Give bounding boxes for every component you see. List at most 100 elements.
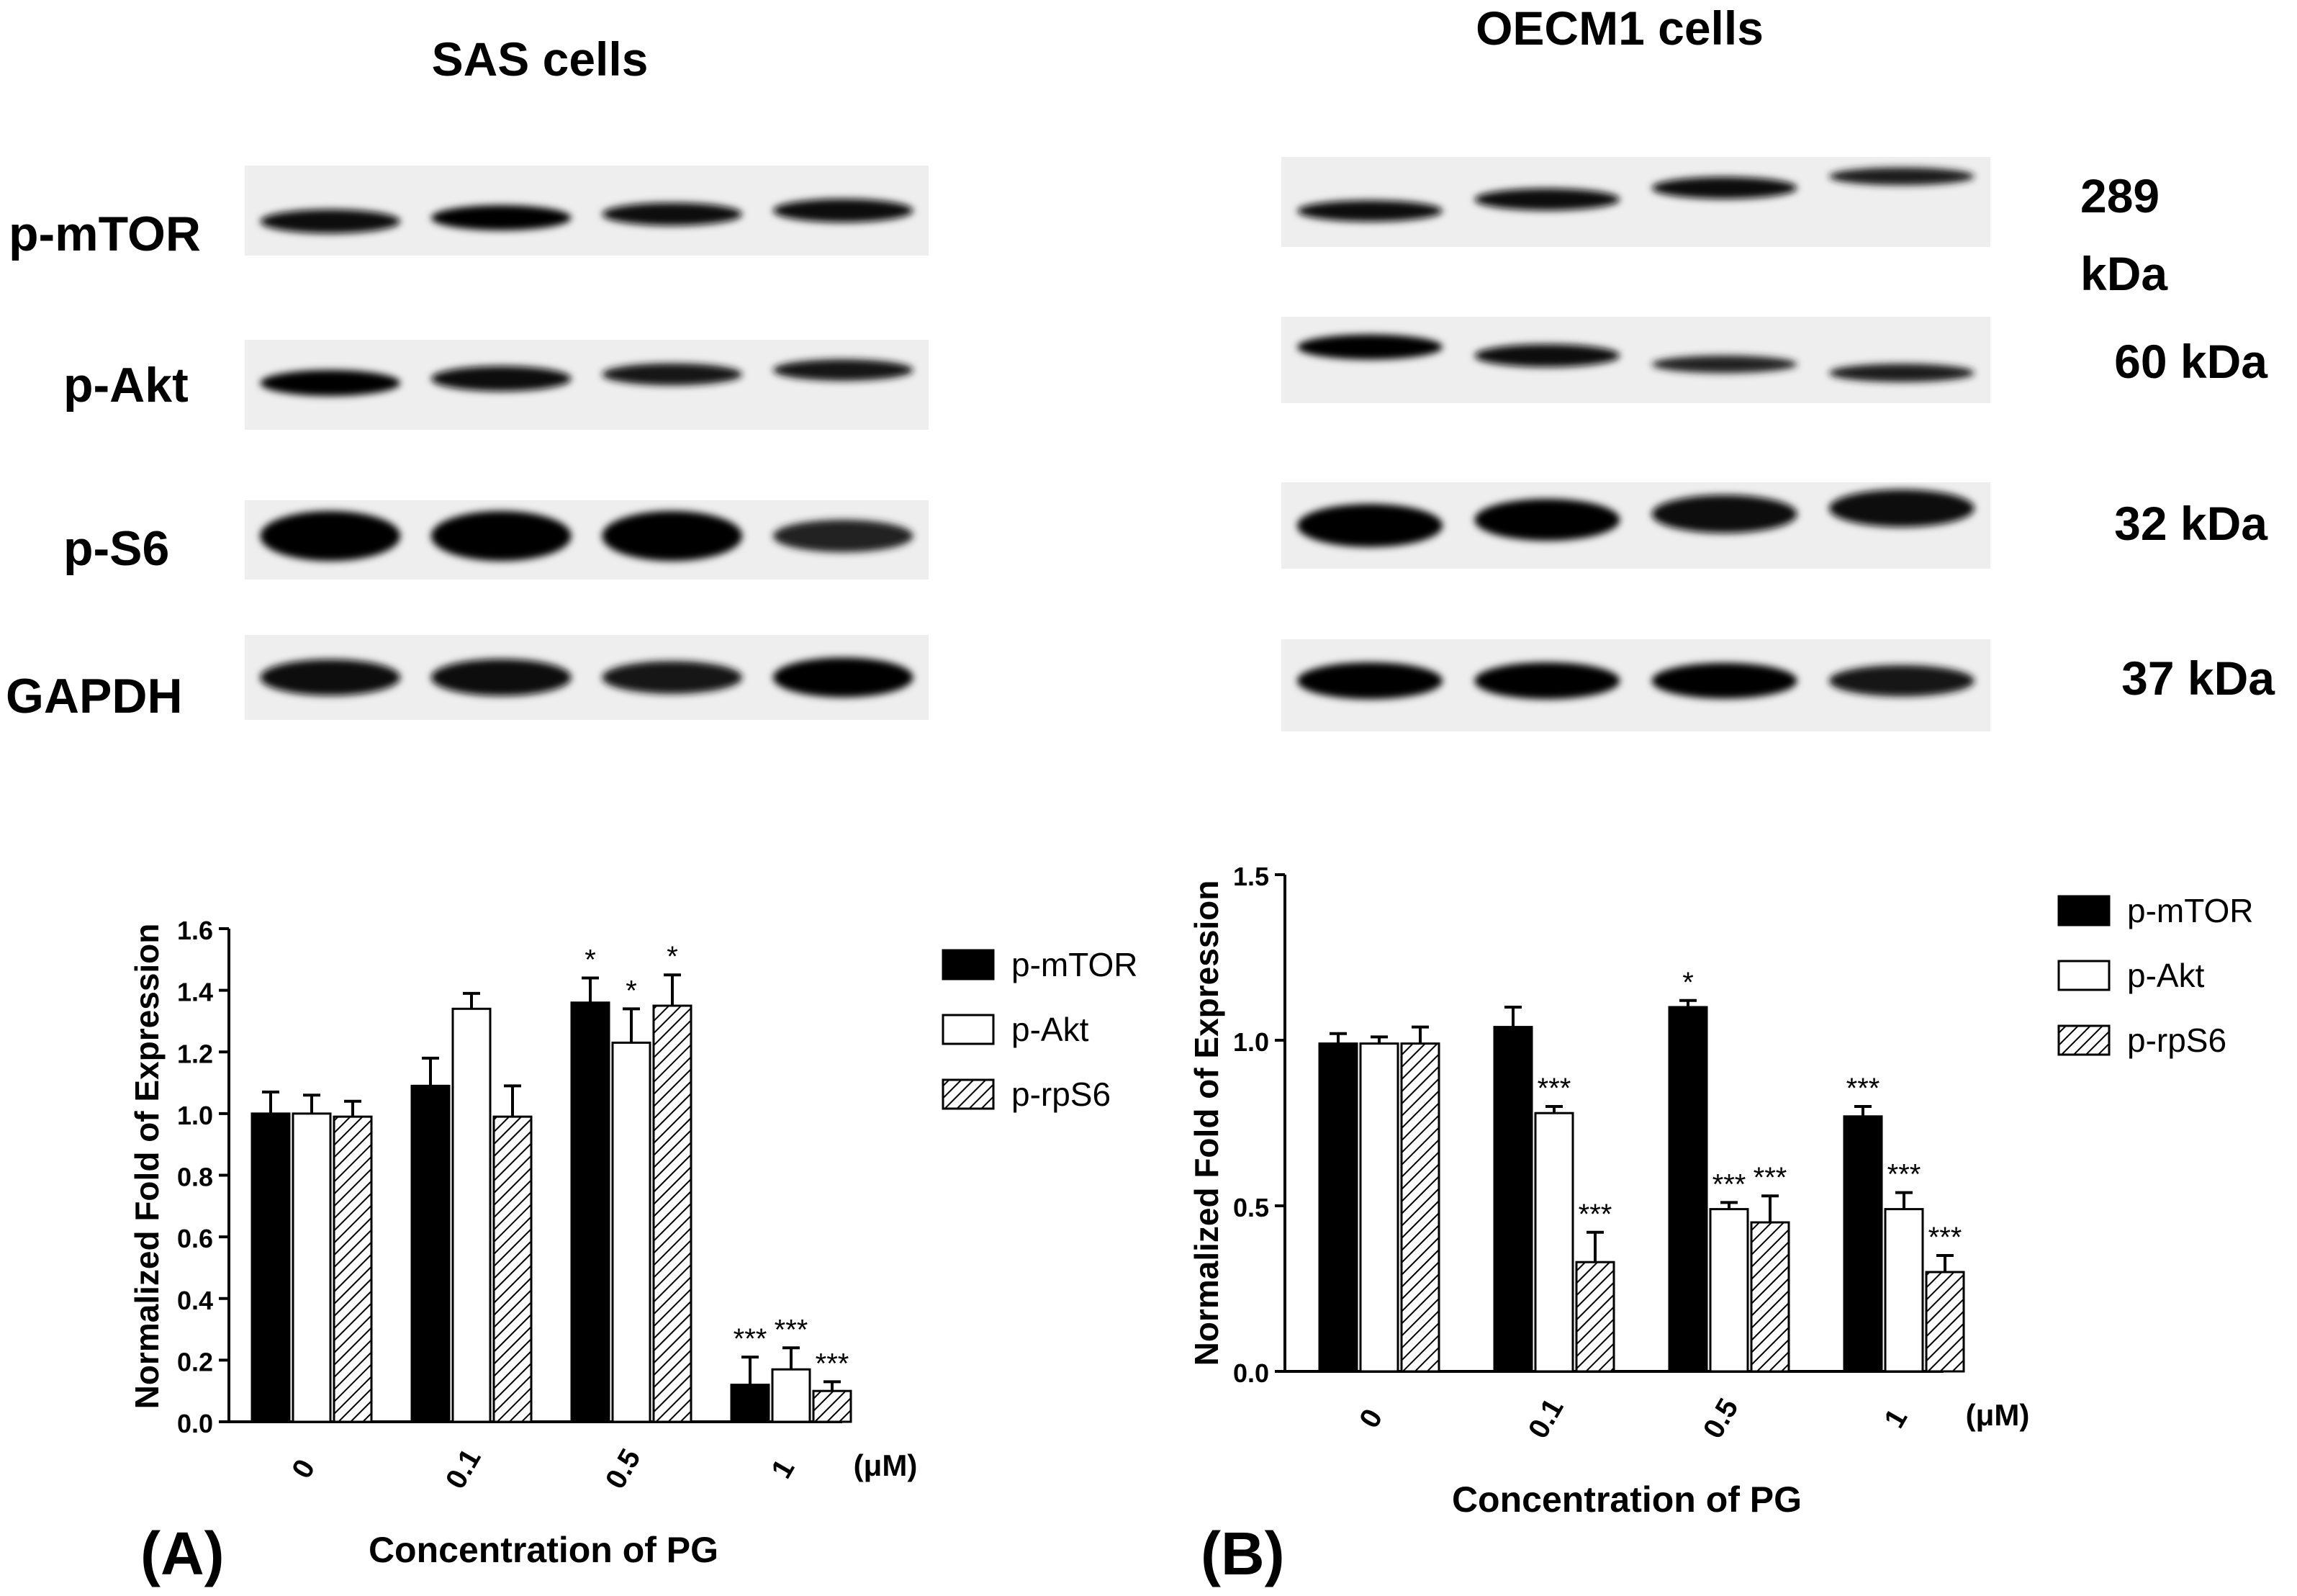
legend-label: p-mTOR [1011, 946, 1138, 983]
x-tick-label: 1 [1878, 1404, 1913, 1433]
bar [730, 1384, 770, 1423]
blot-band [772, 657, 913, 698]
x-tick-label: 0.1 [440, 1443, 487, 1494]
bar [1709, 1208, 1749, 1373]
bar [410, 1084, 451, 1423]
y-tick-label: 1.0 [177, 1101, 213, 1130]
y-tick-label: 0.6 [177, 1224, 213, 1253]
blot-band [1474, 188, 1620, 211]
blot-strip [1281, 317, 1990, 403]
significance-marker: * [667, 941, 678, 973]
blots-sas [245, 166, 929, 720]
blot-band [430, 366, 572, 392]
y-tick-label: 0.4 [177, 1286, 213, 1315]
bar [451, 1007, 492, 1423]
legend-label: p-rpS6 [2127, 1022, 2226, 1059]
x-tick-label: 0 [286, 1454, 321, 1484]
significance-marker: *** [775, 1314, 808, 1345]
significance-marker: *** [1928, 1222, 1962, 1253]
blot-band [1828, 364, 1975, 382]
legend-oecm1: p-mTOR p-Akt p-rpS6 [2057, 892, 2254, 1059]
blot-band [260, 510, 401, 562]
blot-label-p-mtor: p-mTOR [9, 207, 201, 261]
x-tick-label: 0.5 [600, 1443, 647, 1494]
bar [1318, 1042, 1358, 1373]
oecm1-cells-title: OECM1 cells [1476, 1, 1764, 55]
bar [1668, 1006, 1708, 1373]
blot-label-p-akt: p-Akt [63, 358, 189, 412]
blot-label-p-s6: p-S6 [63, 521, 169, 576]
panel-label-b: (B) [1201, 1520, 1285, 1587]
significance-marker: *** [816, 1348, 849, 1379]
bar [1534, 1112, 1574, 1373]
blot-band [1297, 504, 1443, 547]
bar [492, 1115, 533, 1423]
blot-band [260, 209, 401, 234]
y-tick-label: 0.5 [1233, 1193, 1269, 1222]
bar [570, 1001, 610, 1423]
blot-band [260, 369, 401, 397]
legend-label: p-Akt [2127, 957, 2205, 994]
blot-band [430, 659, 572, 696]
blot-band [1297, 200, 1443, 222]
y-tick-label: 0.8 [177, 1163, 213, 1192]
bar [333, 1115, 373, 1423]
x-tick-label: 0 [1353, 1404, 1389, 1433]
significance-marker: * [585, 944, 596, 976]
kda-label-60: 60 kDa [2114, 335, 2268, 388]
bar [1884, 1208, 1924, 1373]
bar [771, 1368, 811, 1423]
kda-labels: 289 kDa 60 kDa 32 kDa 37 kDa [2080, 169, 2275, 705]
blot-band [260, 659, 401, 696]
blot-band [602, 661, 743, 694]
significance-marker: *** [1887, 1159, 1921, 1191]
blot-band [772, 359, 913, 381]
legend-label: p-rpS6 [1011, 1076, 1111, 1113]
kda-label-289-line: 289 [2080, 169, 2160, 222]
chart-oecm1: 0.00.51.01.50******0.1**** ***0.5********… [1233, 862, 2029, 1444]
blot-band [430, 205, 572, 230]
legend-swatch [942, 1078, 995, 1110]
legend-swatch [2057, 1024, 2111, 1056]
chart-sas: 0.00.20.40.60.81.01.21.41.60 0.1***0.5***… [177, 916, 917, 1494]
significance-marker: *** [1712, 1168, 1746, 1200]
x-tick-label: 0.1 [1522, 1393, 1570, 1443]
bar [1843, 1115, 1883, 1373]
kda-label-37: 37 kDa [2121, 652, 2275, 705]
blot-band [1297, 334, 1443, 360]
blot-band [1474, 344, 1620, 367]
legend-label: p-mTOR [2127, 892, 2254, 929]
blot-band [1828, 167, 1975, 186]
significance-marker: *** [1846, 1073, 1880, 1104]
blots-oecm1 [1281, 157, 1990, 731]
bar [652, 1004, 692, 1423]
blot-band [772, 519, 913, 553]
blot-band [430, 510, 572, 562]
legend-swatch [942, 1014, 995, 1045]
blot-band [1474, 662, 1620, 700]
y-tick-label: 1.4 [177, 978, 213, 1007]
significance-marker: *** [1754, 1162, 1787, 1194]
x-unit-label: (μM) [854, 1448, 918, 1482]
bar [1925, 1271, 1965, 1373]
blot-band [1651, 355, 1797, 374]
bar [1750, 1221, 1790, 1373]
y-axis-title-a: Normalized Fold of Expression [128, 924, 166, 1410]
x-axis-title-a: Concentration of PG [369, 1530, 718, 1570]
legend-label: p-Akt [1011, 1011, 1089, 1048]
x-tick-label: 0.5 [1697, 1393, 1745, 1443]
y-tick-label: 0.0 [177, 1409, 213, 1438]
bar [1400, 1042, 1440, 1373]
significance-marker: *** [734, 1323, 767, 1355]
significance-marker: *** [1538, 1073, 1571, 1104]
blot-band [1297, 662, 1443, 700]
blot-band [602, 202, 743, 226]
panel-label-a: (A) [140, 1520, 225, 1587]
blot-band [1651, 662, 1797, 699]
bar [1493, 1026, 1533, 1373]
blot-band [602, 510, 743, 562]
legend-swatch [2057, 895, 2111, 927]
sas-cells-title: SAS cells [432, 32, 649, 86]
bar [1359, 1042, 1399, 1373]
